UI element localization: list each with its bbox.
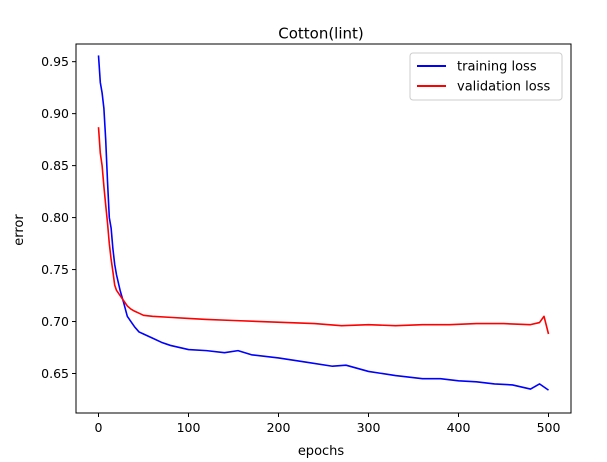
x-tick-label: 0 — [95, 420, 103, 435]
legend: training loss validation loss — [409, 52, 563, 101]
legend-box — [409, 52, 563, 101]
series-line-0 — [97, 55, 549, 391]
legend-label-0: training loss — [457, 60, 537, 75]
y-axis-label: error — [12, 214, 27, 246]
y-tick-label: 0.80 — [41, 210, 69, 225]
x-axis-label: epochs — [298, 444, 345, 459]
chart-title: Cotton(lint) — [278, 25, 364, 43]
y-tick-label: 0.95 — [41, 54, 69, 69]
legend-label-1: validation loss — [457, 80, 550, 95]
plot-frame — [75, 43, 572, 414]
x-axis: 0 100 200 300 400 500 — [95, 413, 561, 435]
y-tick-label: 0.70 — [41, 314, 69, 329]
y-tick-label: 0.75 — [41, 262, 69, 277]
series-lines — [97, 55, 550, 391]
y-tick-label: 0.90 — [41, 106, 69, 121]
x-tick-label: 100 — [177, 420, 201, 435]
y-axis: 0.65 0.70 0.75 0.80 0.85 0.90 0.95 — [41, 54, 76, 381]
x-tick-label: 400 — [447, 420, 471, 435]
x-tick-label: 500 — [537, 420, 561, 435]
y-tick-label: 0.85 — [41, 158, 69, 173]
x-tick-label: 200 — [267, 420, 291, 435]
series-line-1 — [97, 127, 550, 335]
x-tick-label: 300 — [357, 420, 381, 435]
y-tick-label: 0.65 — [41, 366, 69, 381]
